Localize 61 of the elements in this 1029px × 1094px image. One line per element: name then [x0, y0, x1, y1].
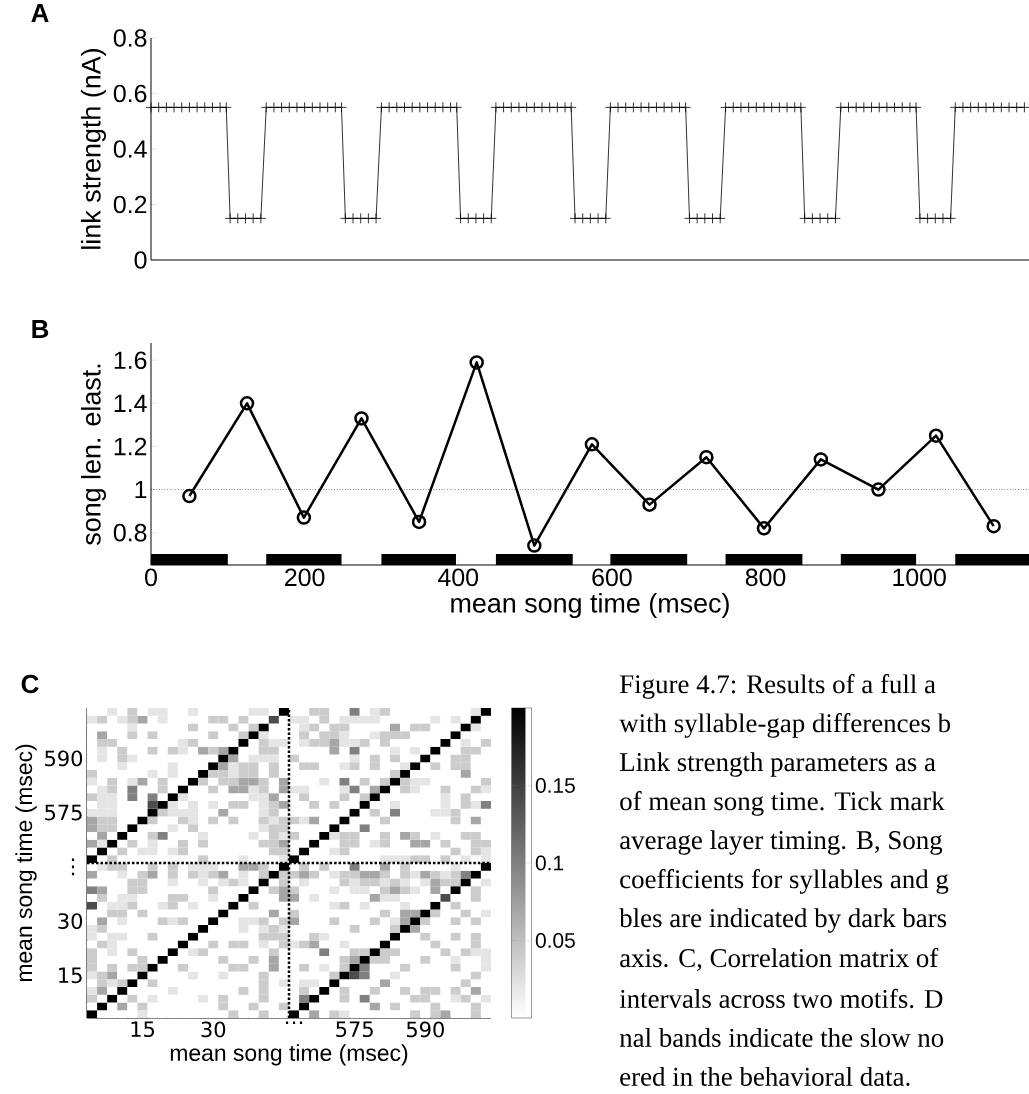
- color-bar-label: 0.1: [535, 855, 564, 871]
- x-tick-label: 590: [406, 1021, 444, 1038]
- point: [182, 488, 197, 504]
- text: Link strength parameters as a: [619, 752, 936, 777]
- y-axis-title: link strength (nA): [80, 49, 107, 249]
- y-tick-label: 590: [45, 750, 83, 767]
- y-tick-label: 1.6: [114, 351, 147, 370]
- point: [928, 428, 944, 443]
- y-tick-label: 0.8: [113, 29, 147, 47]
- x-tick-label: 30: [201, 1021, 226, 1038]
- point: [813, 452, 829, 467]
- y-tick-label: 0.2: [113, 195, 147, 214]
- y-tick-label: 575: [45, 804, 82, 821]
- x-axis-title: mean song time (msec): [451, 592, 729, 619]
- x-tick-label: 575: [336, 1021, 373, 1038]
- point: [527, 538, 542, 553]
- point: [411, 514, 427, 530]
- point: [469, 355, 484, 370]
- text: ered in the behavioral data.: [620, 1066, 910, 1087]
- y-tick-label: 0.8: [113, 523, 147, 542]
- y-tick-label: 30: [58, 913, 83, 930]
- point: [699, 449, 714, 465]
- point: [756, 521, 772, 536]
- x-tick-label: 200: [285, 568, 325, 587]
- chart-title: C: [21, 674, 39, 694]
- y-axis-title: song len. elast.: [80, 364, 107, 545]
- x-axis-title: mean song time (msec): [170, 1044, 408, 1066]
- text: with syllable-gap differences b: [619, 713, 951, 738]
- point: [642, 497, 657, 512]
- text: average layer timing. B, Song: [620, 830, 943, 855]
- x-tick-label: 600: [592, 568, 632, 587]
- caption: Figure 4.7: Results of a full a: [619, 674, 936, 699]
- x-tick-label: 1000: [893, 568, 946, 587]
- color-bar-label: 0.15: [535, 778, 575, 793]
- y-tick-label: 1.4: [114, 394, 147, 412]
- y-tick-label: 15: [59, 967, 82, 984]
- y-tick-label: 0: [134, 251, 147, 269]
- x-tick-label: 400: [438, 568, 479, 587]
- x-tick-label: ⋯: [285, 1021, 303, 1025]
- x-tick-label: 800: [745, 568, 786, 587]
- y-tick-label: 0.6: [113, 84, 147, 103]
- y-tick-label: 1: [135, 480, 147, 499]
- chart-title: A: [31, 4, 49, 22]
- y-tick-label: 0.4: [113, 140, 147, 158]
- y-axis-title: mean song time (msec): [15, 744, 37, 982]
- color-bar-label: 0.05: [535, 933, 575, 948]
- text: bles are indicated by dark bars: [619, 908, 947, 933]
- point: [296, 510, 312, 525]
- text: intervals across two motifs. D: [619, 988, 943, 1009]
- text: of mean song time. Tick mark: [620, 791, 945, 816]
- text: coefficients for syllables and g: [620, 869, 949, 894]
- y-tick-label: 1.2: [114, 437, 147, 456]
- text: nal bands indicate the slow no: [619, 1028, 944, 1047]
- text: axis. C, Correlation matrix of: [620, 947, 939, 972]
- point: [239, 396, 255, 411]
- chart-title: B: [32, 320, 49, 338]
- point: [871, 482, 886, 497]
- point: [986, 518, 1001, 534]
- point: [354, 411, 369, 426]
- y-tick-label: ⋮: [71, 858, 75, 876]
- point: [584, 437, 600, 452]
